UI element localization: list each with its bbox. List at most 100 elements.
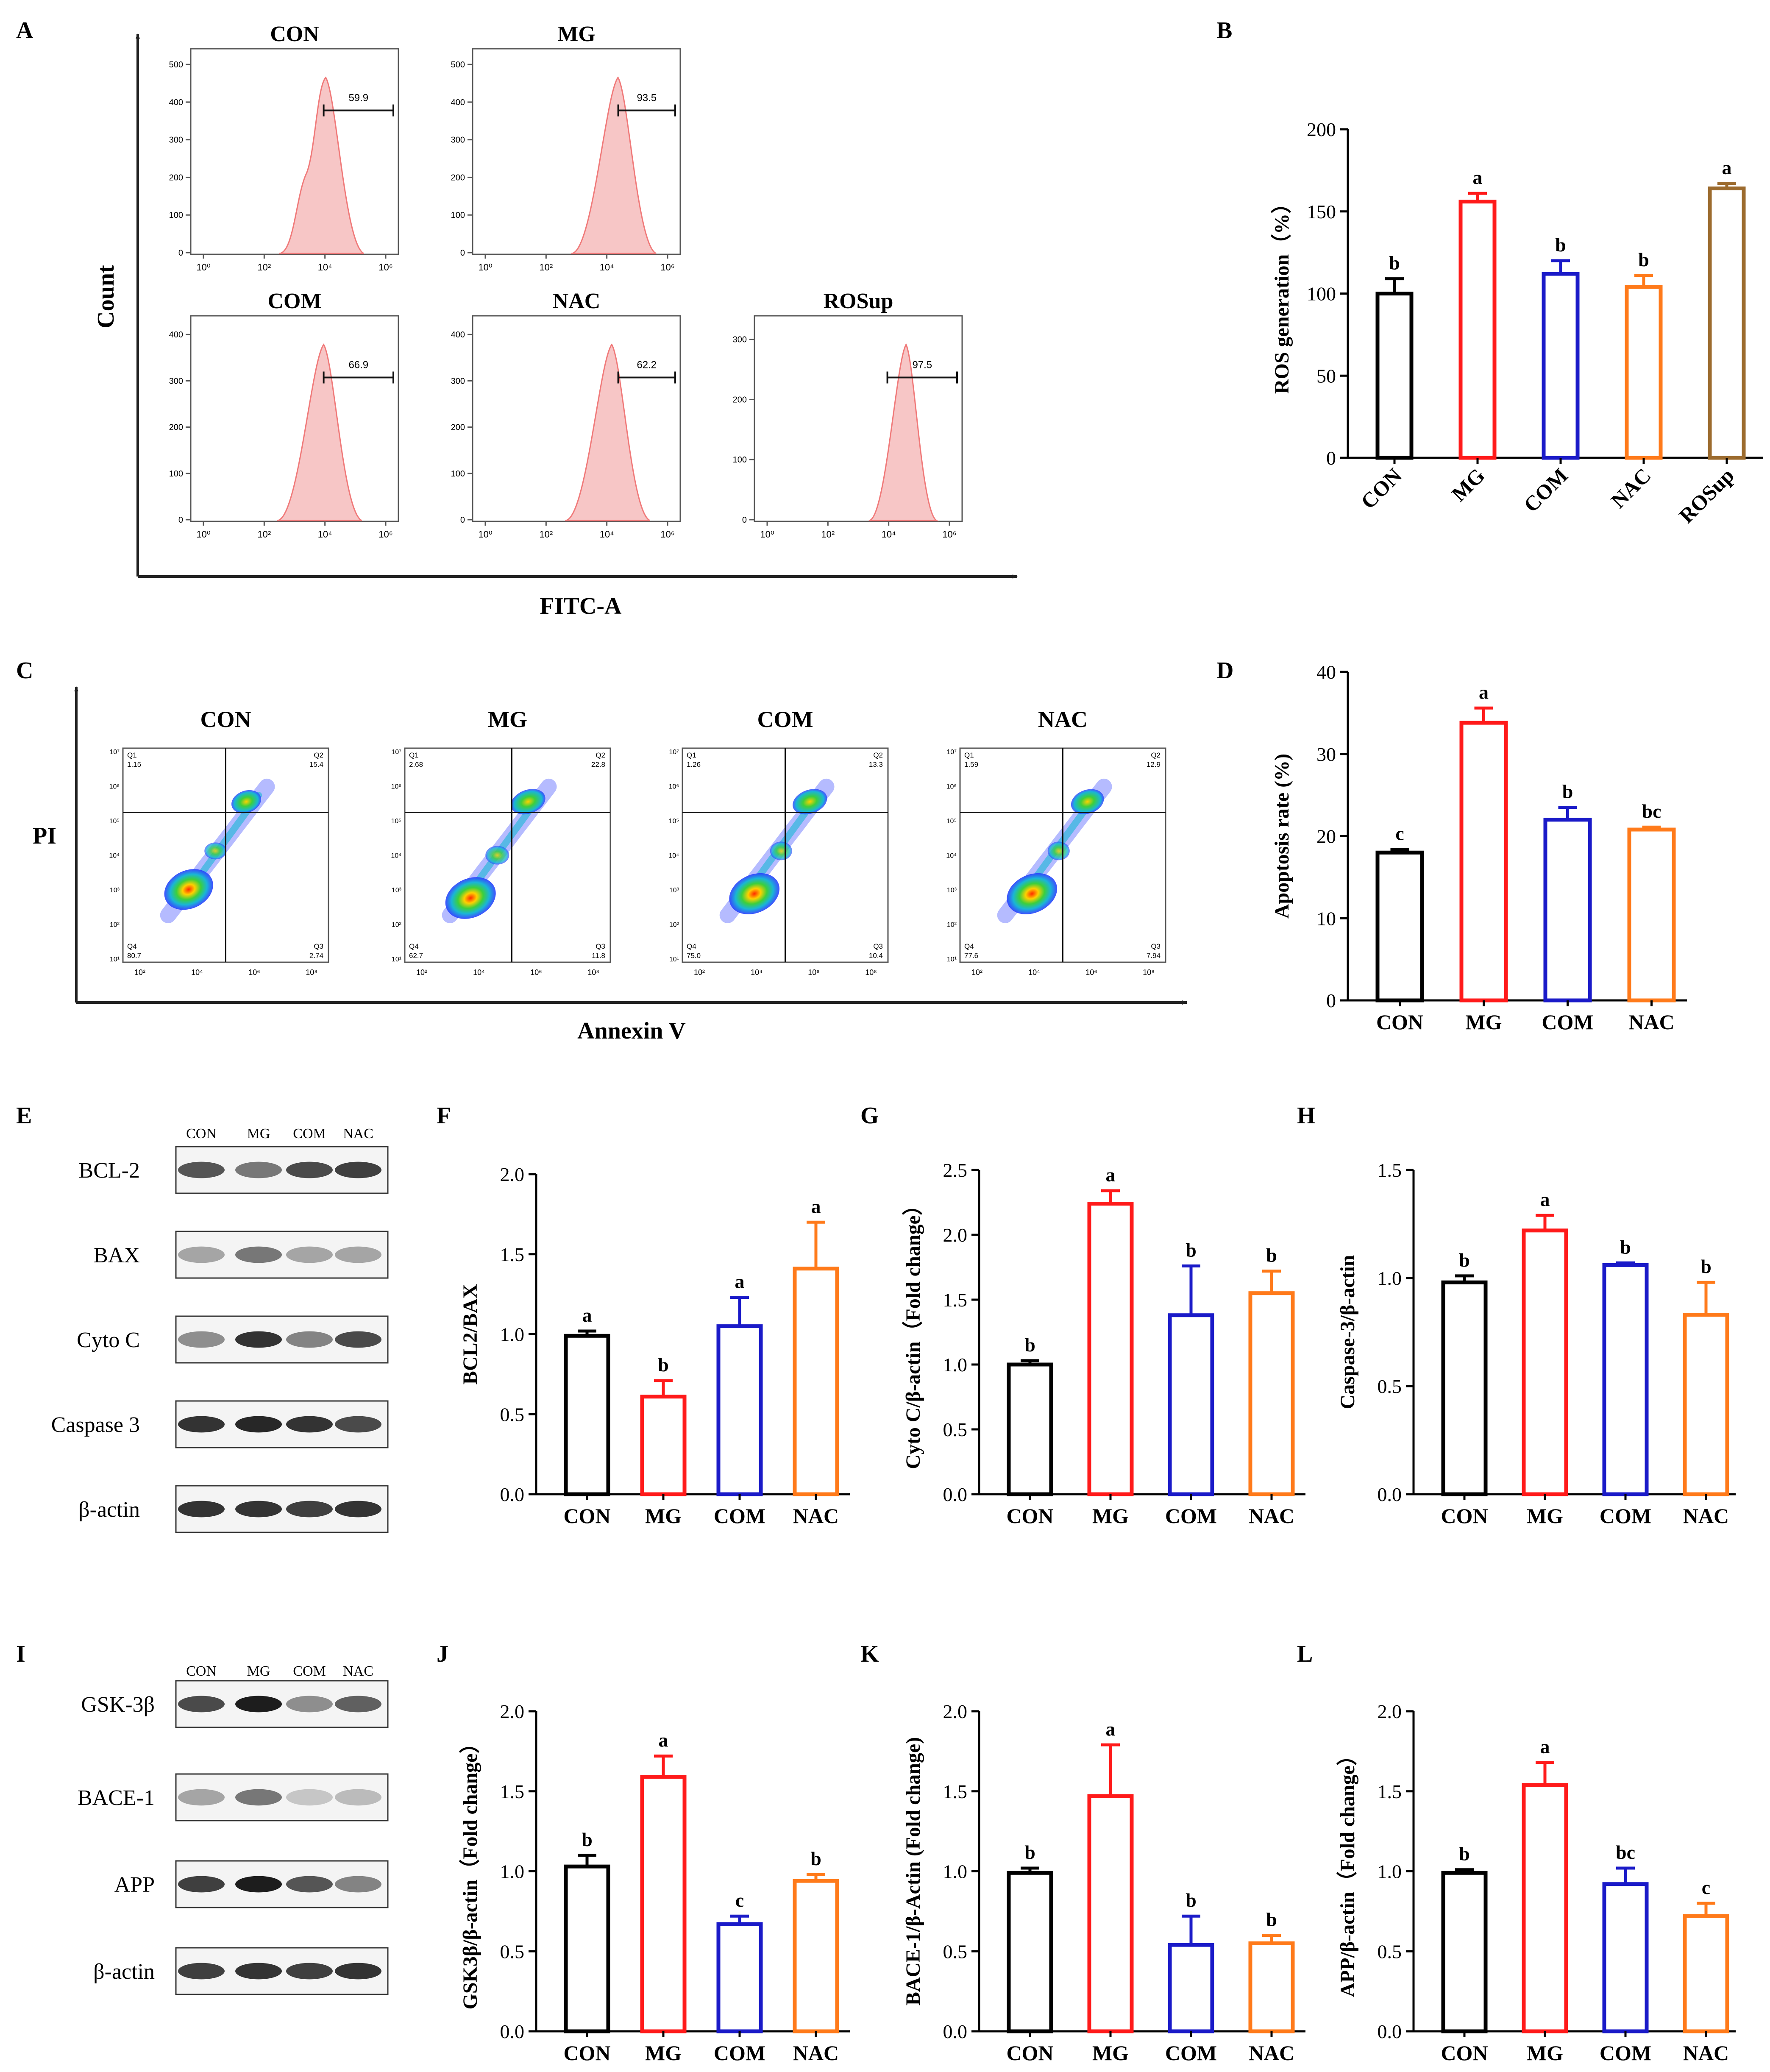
panel-label-g: G bbox=[860, 1103, 879, 1129]
blot-band bbox=[178, 1963, 225, 1980]
blot-band bbox=[178, 1246, 225, 1263]
blot-band bbox=[178, 1161, 225, 1178]
significance-letter: bc bbox=[1616, 1841, 1635, 1863]
dotplot-x-tick-label: 10² bbox=[134, 968, 145, 977]
quadrant-name: Q2 bbox=[314, 751, 323, 759]
dotplot-y-tick-label: 10⁵ bbox=[109, 818, 120, 825]
bar-con bbox=[564, 1864, 610, 2033]
y-tick-label: 50 bbox=[1316, 365, 1336, 387]
dotplot-x-tick-label: 10⁴ bbox=[473, 968, 485, 977]
dotplot-title: NAC bbox=[1038, 707, 1088, 732]
quadrant-name: Q1 bbox=[687, 751, 696, 759]
panel-label-h: H bbox=[1297, 1103, 1316, 1129]
histogram-4: ROSup 0 100 200 300 10⁰ 10² 10⁴ 10⁶ 97.5 bbox=[733, 289, 963, 540]
histogram-x-tick-label: 10² bbox=[257, 262, 271, 273]
y-tick-label: 200 bbox=[1307, 119, 1336, 140]
significance-letter: a bbox=[582, 1304, 592, 1326]
x-tick-label: NAC bbox=[1628, 1010, 1674, 1034]
dotplot-x-tick-label: 10⁸ bbox=[1143, 968, 1155, 977]
x-tick-label: NAC bbox=[1249, 2041, 1294, 2065]
y-tick-label: 2.0 bbox=[1378, 1701, 1402, 1722]
x-tick-label: MG bbox=[645, 1504, 682, 1528]
dotplot-y-tick-label: 10³ bbox=[392, 887, 402, 894]
x-tick-label: NAC bbox=[1683, 1504, 1729, 1528]
x-tick-label: CON bbox=[1441, 1504, 1488, 1528]
quadrant-name: Q3 bbox=[596, 942, 605, 950]
bar-chart-h: 0.0 0.5 1.0 1.5 Caspase-3/β-actin b CON a MG b COM… bbox=[1336, 1159, 1736, 1528]
histogram-y-tick-label: 300 bbox=[169, 376, 183, 386]
bar-mg bbox=[1087, 1794, 1134, 2033]
blot-band bbox=[235, 1331, 282, 1348]
y-tick-label: 1.0 bbox=[1378, 1861, 1402, 1883]
histogram-y-tick-label: 0 bbox=[178, 515, 183, 525]
histogram-y-tick-label: 300 bbox=[451, 376, 465, 386]
significance-letter: a bbox=[659, 1729, 668, 1751]
bar-chart-f: 0.0 0.5 1.0 1.5 2.0 BCL2/BAX a CON b MG a COM a NAC bbox=[459, 1164, 850, 1528]
dotplot-x-tick-label: 10⁴ bbox=[191, 968, 203, 977]
quadrant-name: Q1 bbox=[127, 751, 137, 759]
y-tick-label: 2.0 bbox=[500, 1164, 525, 1185]
bar-com bbox=[1542, 272, 1580, 460]
dotplot-title: CON bbox=[200, 707, 251, 732]
x-tick-label: COM bbox=[1165, 2041, 1217, 2065]
y-tick-label: 0 bbox=[1326, 990, 1336, 1011]
quadrant-name: Q4 bbox=[127, 942, 137, 950]
dotplot-x-tick-label: 10⁴ bbox=[751, 968, 763, 977]
x-tick-label: CON bbox=[1006, 2041, 1053, 2065]
blot-band bbox=[286, 1161, 333, 1178]
dotplot-y-tick-label: 10⁴ bbox=[391, 852, 401, 860]
quadrant-name: Q3 bbox=[873, 942, 883, 950]
histogram-frame bbox=[190, 315, 399, 522]
y-tick-label: 2.0 bbox=[500, 1701, 525, 1722]
significance-letter: b bbox=[1638, 249, 1649, 270]
blot-row-label: Caspase 3 bbox=[51, 1413, 140, 1437]
histogram-y-tick-label: 0 bbox=[460, 248, 465, 258]
y-tick-label: 20 bbox=[1316, 826, 1336, 847]
dotplot-y-tick-label: 10⁴ bbox=[946, 852, 957, 860]
bar-com bbox=[1602, 1263, 1649, 1496]
blot-band bbox=[178, 1501, 225, 1518]
histogram-x-tick-label: 10⁴ bbox=[318, 529, 332, 540]
y-tick-label: 0.0 bbox=[1378, 2021, 1402, 2042]
bar-com bbox=[716, 1324, 763, 1496]
x-tick-label: CON bbox=[1376, 1010, 1423, 1034]
significance-letter: b bbox=[1389, 252, 1400, 274]
y-tick-label: 0.5 bbox=[500, 1404, 525, 1425]
significance-letter: b bbox=[1186, 1889, 1197, 1911]
dotplot-y-tick-label: 10⁴ bbox=[668, 852, 679, 860]
histogram-y-tick-label: 200 bbox=[451, 423, 465, 432]
dotplot-density-cluster bbox=[511, 789, 545, 815]
dotplot-y-tick-label: 10² bbox=[110, 922, 120, 929]
bar-nac bbox=[1248, 1291, 1295, 1496]
blot-row-label: β-actin bbox=[78, 1498, 140, 1522]
histogram-y-tick-label: 500 bbox=[451, 60, 465, 70]
histogram-frame bbox=[190, 48, 399, 255]
dotplot-x-tick-label: 10⁶ bbox=[530, 968, 542, 977]
x-tick-label: CON bbox=[563, 2041, 610, 2065]
dotplot-density-cluster bbox=[793, 789, 827, 815]
significance-letter: a bbox=[735, 1271, 745, 1292]
y-axis-label: BCL2/BAX bbox=[459, 1284, 481, 1384]
flow-histogram-panel: Count FITC-A CON 0 100 200 300 400 500 10⁰ 10² 10… bbox=[93, 22, 1018, 619]
histogram-2: COM 0 100 200 300 400 10⁰ 10² 10⁴ 10⁶ 66.9 bbox=[169, 289, 399, 540]
histogram-title: ROSup bbox=[824, 289, 893, 313]
significance-letter: b bbox=[1555, 234, 1566, 256]
x-tick-label: CON bbox=[1356, 463, 1406, 513]
blot-band bbox=[286, 1416, 333, 1433]
bar-chart-b: 0 50 100 150 200 ROS generation（%） b CON a MG b COM… bbox=[1271, 119, 1763, 528]
significance-letter: b bbox=[1266, 1909, 1277, 1930]
x-tick-label: NAC bbox=[1249, 1504, 1294, 1528]
bar-nac bbox=[1627, 827, 1676, 1003]
blot-row-label: BACE-1 bbox=[78, 1786, 155, 1810]
bar-com bbox=[1602, 1882, 1649, 2033]
histogram-title: MG bbox=[557, 22, 596, 46]
dotplot-y-tick-label: 10³ bbox=[110, 887, 120, 894]
significance-letter: b bbox=[1562, 781, 1573, 802]
blot-band bbox=[286, 1876, 333, 1893]
bar-nac bbox=[1625, 285, 1663, 460]
histogram-x-tick-label: 10⁶ bbox=[660, 262, 675, 273]
dotplot-y-tick-label: 10⁷ bbox=[669, 749, 679, 756]
